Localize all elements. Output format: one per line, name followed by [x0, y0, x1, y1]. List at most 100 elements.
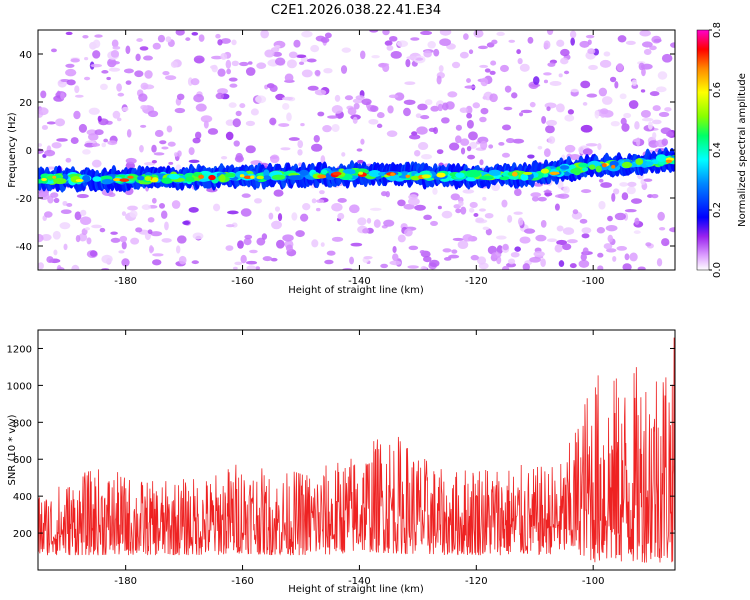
heatmap-cell [403, 107, 411, 117]
heatmap-cell [466, 169, 481, 178]
heatmap-cell [519, 236, 531, 244]
heatmap-cell [198, 34, 205, 42]
heatmap-cell [533, 251, 545, 258]
heatmap-cell [310, 44, 320, 53]
heatmap-cell [661, 238, 670, 247]
heatmap-cell [549, 80, 562, 86]
heatmap-cell [455, 135, 462, 144]
heatmap-cell [91, 143, 101, 147]
heatmap-cell [519, 63, 530, 72]
heatmap-cell [147, 217, 155, 223]
heatmap-cell [437, 205, 442, 210]
heatmap-cell [282, 103, 290, 110]
heatmap-cell [363, 255, 373, 260]
heatmap-cell [125, 80, 132, 85]
heatmap-cell [472, 102, 481, 109]
heatmap-cell [392, 253, 399, 261]
heatmap-cell [605, 224, 618, 232]
heatmap-cell [560, 48, 570, 57]
heatmap-cell [448, 254, 460, 259]
heatmap-cell [598, 87, 608, 97]
heatmap-cell [630, 198, 643, 204]
heatmap-cell [535, 234, 547, 242]
heatmap-cell [99, 227, 106, 233]
heatmap-cell [52, 175, 57, 179]
heatmap-cell [271, 220, 282, 230]
heatmap-cell [482, 226, 490, 231]
heatmap-cell [70, 58, 80, 63]
heatmap-cell [452, 237, 464, 242]
heatmap-cell [665, 159, 673, 163]
heatmap-cell [168, 173, 180, 180]
heatmap-cell [621, 161, 633, 169]
heatmap-cell [513, 211, 523, 215]
heatmap-cell [359, 50, 366, 60]
heatmap-cell [382, 63, 390, 73]
heatmap-cell [582, 247, 589, 255]
heatmap-cell [588, 64, 598, 71]
heatmap-cell [505, 137, 515, 144]
heatmap-cell [88, 107, 100, 115]
heatmap-cell [217, 68, 226, 77]
heatmap-cell [255, 95, 267, 104]
heatmap-cell [341, 47, 352, 53]
heatmap-cell [543, 72, 552, 76]
heatmap-cell [627, 181, 637, 187]
heatmap-cell [63, 243, 68, 251]
heatmap-cell [533, 76, 540, 85]
snr-y-tick-label: 800 [13, 418, 32, 429]
heatmap-cell [639, 30, 651, 37]
heatmap-cell [649, 91, 660, 97]
heatmap-cell [466, 119, 474, 129]
heatmap-cell [501, 124, 512, 131]
heatmap-cell [231, 60, 239, 67]
heatmap-cell [490, 60, 497, 66]
heatmap-cell [103, 138, 109, 143]
heatmap-cell [558, 73, 563, 78]
heatmap-cell [44, 149, 56, 157]
heatmap-cell [451, 249, 458, 254]
heatmap-cell [249, 249, 258, 254]
heatmap-cell [212, 203, 221, 212]
heatmap-cell [350, 242, 363, 247]
heatmap-cell [500, 64, 509, 73]
heatmap-cell [148, 245, 154, 254]
heatmap-cell [80, 209, 87, 216]
snr-y-tick-label: 400 [13, 492, 32, 503]
heatmap-cell [263, 169, 270, 178]
heatmap-cell [579, 218, 588, 224]
colorbar: 0.0 0.2 0.4 0.6 0.8 Normalized spectral ampl… [696, 22, 748, 278]
heatmap-cell [520, 109, 533, 114]
heatmap-cell [570, 88, 579, 93]
snr-panel: -180 -160 -140 -120 -100 200 400 600 800 1000 120… [7, 329, 676, 595]
heatmap-cell [228, 77, 238, 82]
heatmap-cell [91, 159, 102, 168]
heatmap-cell [641, 117, 654, 122]
heatmap-cell [78, 233, 88, 242]
heatmap-cell [601, 163, 607, 168]
heatmap-cell [60, 92, 65, 100]
heatmap-cell [384, 40, 393, 46]
heatmap-cell [91, 224, 102, 229]
colorbar-label: Normalized spectral amplitude [737, 73, 748, 227]
heatmap-cell [569, 154, 581, 161]
heatmap-cell [314, 89, 327, 96]
heatmap-cell [159, 140, 167, 145]
heatmap-cell [655, 154, 667, 162]
heatmap-cell [599, 59, 612, 68]
heatmap-cell [250, 108, 259, 116]
spectrogram-x-tick-label: -160 [231, 276, 254, 287]
heatmap-cell [84, 56, 89, 61]
heatmap-cell [491, 251, 502, 259]
snr-x-tick-label: -180 [114, 576, 137, 587]
heatmap-cell [173, 152, 179, 157]
heatmap-cell [581, 233, 590, 239]
heatmap-cell [580, 80, 591, 89]
heatmap-cell [388, 94, 399, 99]
heatmap-cell [240, 208, 252, 217]
heatmap-cell [92, 50, 101, 59]
snr-y-tick-label: 1200 [7, 344, 32, 355]
heatmap-cell [581, 166, 589, 172]
heatmap-cell [619, 93, 627, 100]
